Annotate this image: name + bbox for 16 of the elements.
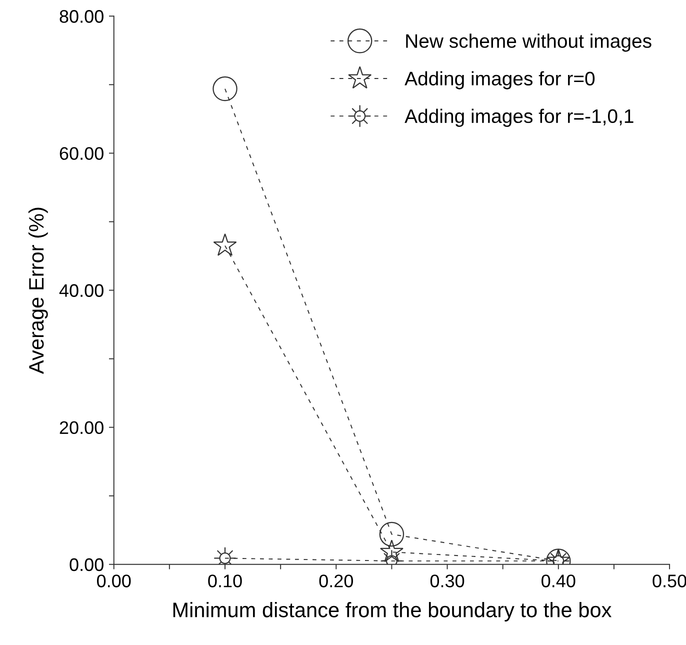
y-axis-title: Average Error (%) [28,208,48,374]
x-tick-label: 0.10 [208,574,242,588]
y-tick-label: 80.00 [60,10,104,23]
legend-label: Adding images for r=-1,0,1 [404,108,634,127]
x-tick-label: 0.30 [430,574,464,588]
y-tick-label: 0.00 [70,558,104,572]
y-tick-label: 20.00 [60,421,104,434]
x-tick-label: 0.50 [652,574,686,588]
y-tick-label: 40.00 [59,284,104,297]
x-tick-label: 0.40 [542,574,576,588]
legend-label: New scheme without images [406,34,652,52]
x-tick-label: 0.20 [319,574,354,588]
x-axis-title: Minimum distance from the boundary to the box [173,602,612,622]
legend-label: Adding images for r=0 [404,71,595,90]
x-tick-label: 0.00 [97,574,131,588]
y-tick-label: 60.00 [60,147,104,160]
